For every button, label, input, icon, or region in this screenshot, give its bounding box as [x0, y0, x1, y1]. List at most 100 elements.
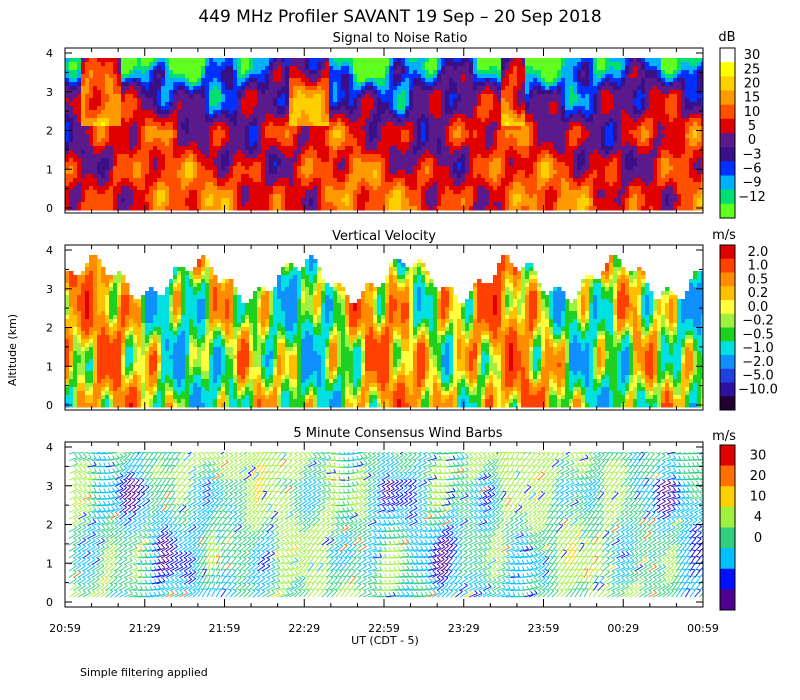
- colorbar-label: 10: [750, 490, 767, 505]
- y-tick-label: 3: [46, 480, 53, 493]
- x-tick-label: 21:59: [209, 622, 241, 635]
- colorbar-swatch: [720, 465, 735, 487]
- colorbar-swatch: [720, 161, 735, 176]
- y-tick-label: 2: [46, 519, 53, 532]
- colorbar-label: 0.2: [748, 286, 769, 301]
- snr-field: [65, 58, 703, 211]
- colorbar-label: 30: [750, 448, 767, 463]
- snr-x-axis: [64, 48, 704, 213]
- colorbar-label: 10: [744, 105, 761, 120]
- colorbar-swatch: [720, 258, 735, 273]
- y-tick-label: 3: [46, 86, 53, 99]
- y-axis-label: Altitude (km): [6, 314, 19, 386]
- colorbar-label: 15: [744, 91, 761, 106]
- y-tick-label: 1: [46, 360, 53, 373]
- wind-colorbar: 30 20 10 4 0: [719, 444, 767, 611]
- y-tick-label: 3: [46, 283, 53, 296]
- y-tick-label: 2: [46, 322, 53, 335]
- colorbar-swatch: [720, 327, 735, 342]
- colorbar-swatch: [720, 118, 735, 134]
- x-tick-label: 23:59: [528, 622, 560, 635]
- colorbar-label: −9: [742, 176, 761, 191]
- colorbar-swatch: [720, 506, 735, 528]
- panel-title-vertical-velocity: Vertical Velocity: [332, 229, 436, 244]
- colorbar-swatch: [720, 286, 735, 301]
- panel-snr: Signal to Noise Ratio 0 1 2 3 4 dB 302520151…: [46, 30, 766, 219]
- colorbar-label: 25: [744, 62, 761, 77]
- y-tick-label: 4: [46, 244, 53, 257]
- figure-title: 449 MHz Profiler SAVANT 19 Sep – 20 Sep …: [198, 7, 601, 27]
- colorbar-swatch: [720, 313, 735, 328]
- colorbar-swatch: [720, 245, 735, 260]
- colorbar-swatch: [720, 527, 735, 549]
- colorbar-swatch: [720, 445, 735, 466]
- colorbar-swatch: [720, 272, 735, 287]
- colorbar-swatch: [720, 90, 735, 105]
- colorbar-swatch: [720, 368, 735, 383]
- vv-y-axis: 0 1 2 3 4: [46, 244, 703, 412]
- x-tick-label: 00:29: [607, 622, 639, 635]
- colorbar-swatch: [720, 355, 735, 370]
- y-tick-label: 1: [46, 557, 53, 570]
- x-tick-label: 20:59: [49, 622, 81, 635]
- colorbar-swatch: [720, 548, 735, 570]
- colorbar-label: −12: [738, 190, 765, 205]
- colorbar-swatch: [720, 203, 735, 219]
- panel-title-snr: Signal to Noise Ratio: [333, 31, 468, 46]
- colorbar-swatch: [720, 300, 735, 315]
- filter-note: Simple filtering applied: [80, 666, 208, 679]
- colorbar-swatch: [720, 486, 735, 508]
- colorbar-label: 2.0: [748, 245, 769, 260]
- vv-colorbar: 2.01.00.50.20.0−0.2−0.5−1.0−2.0−5.0−10.0: [719, 244, 778, 411]
- colorbar-label: 0.0: [748, 300, 769, 315]
- colorbar-label: 0: [754, 531, 762, 546]
- vertical-velocity-field: [65, 255, 703, 408]
- x-tick-label: 22:29: [288, 622, 320, 635]
- x-tick-label: 21:29: [129, 622, 161, 635]
- y-tick-label: 4: [46, 47, 53, 60]
- colorbar-label: −3: [742, 147, 761, 162]
- colorbar-swatch: [720, 189, 735, 205]
- vv-colorbar-unit: m/s: [712, 228, 736, 243]
- colorbar-label: −5.0: [742, 369, 774, 384]
- colorbar-label: −0.5: [742, 327, 774, 342]
- colorbar-label: 20: [744, 76, 761, 91]
- colorbar-swatch: [720, 175, 735, 190]
- wind-y-axis: 0 1 2 3 4: [46, 441, 703, 609]
- y-tick-label: 2: [46, 125, 53, 138]
- colorbar-swatch: [720, 104, 735, 120]
- colorbar-label: 1.0: [748, 259, 769, 274]
- y-tick-label: 0: [46, 399, 53, 412]
- colorbar-label: −0.2: [742, 314, 774, 329]
- colorbar-label: −2.0: [742, 355, 774, 370]
- colorbar-swatch: [720, 62, 735, 77]
- colorbar-label: −10.0: [738, 382, 778, 397]
- colorbar-swatch: [720, 133, 735, 148]
- colorbar-label: 0: [748, 133, 756, 148]
- snr-colorbar-unit: dB: [718, 30, 735, 45]
- colorbar-swatch: [720, 589, 735, 611]
- colorbar-label: 0.5: [748, 272, 769, 287]
- y-tick-label: 0: [46, 596, 53, 609]
- y-tick-label: 4: [46, 441, 53, 454]
- wind-barbs-field: [68, 452, 703, 598]
- colorbar-swatch: [720, 396, 735, 411]
- colorbar-swatch: [720, 76, 735, 91]
- x-axis-label: UT (CDT - 5): [351, 634, 419, 647]
- snr-y-axis: 0 1 2 3 4: [46, 47, 703, 215]
- wind-colorbar-unit: m/s: [712, 429, 736, 444]
- colorbar-label: 5: [748, 119, 756, 134]
- x-tick-label: 22:59: [368, 622, 400, 635]
- colorbar-swatch: [720, 147, 735, 162]
- vv-x-axis: [64, 245, 704, 410]
- colorbar-label: 30: [744, 48, 761, 63]
- colorbar-swatch: [720, 48, 735, 63]
- colorbar-swatch: [720, 382, 735, 397]
- colorbar-label: 4: [754, 510, 762, 525]
- y-tick-label: 0: [46, 202, 53, 215]
- panel-vertical-velocity: Vertical Velocity 0 1 2 3 4 m/s 2.01.00.50.2…: [46, 228, 778, 412]
- x-tick-labels: 20:59 21:29 21:59 22:29 22:59 23:29 23:59 00:29…: [49, 622, 719, 635]
- colorbar-label: −1.0: [742, 341, 774, 356]
